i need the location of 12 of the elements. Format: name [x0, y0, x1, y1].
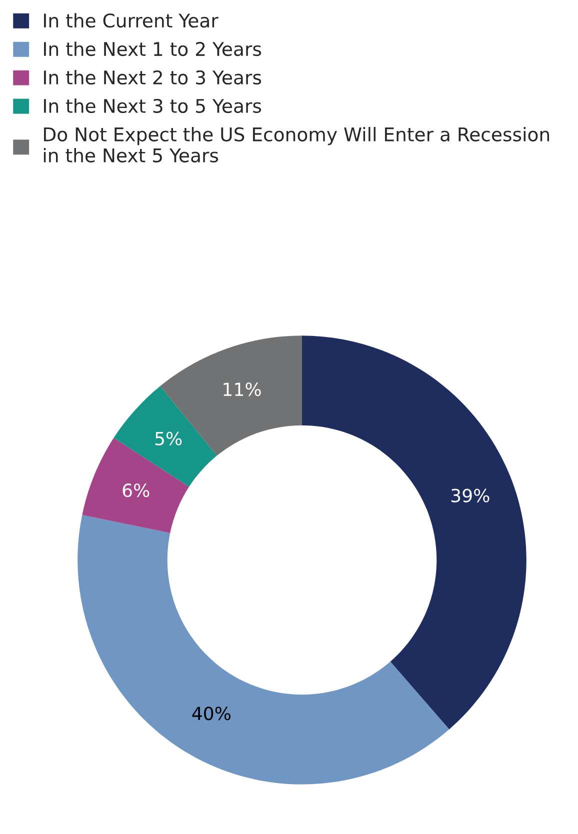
donut-slice — [302, 336, 526, 730]
donut-slice — [78, 514, 450, 784]
legend-label: In the Next 1 to 2 Years — [44, 42, 262, 56]
legend-label: In the Next 3 to 5 Years — [44, 98, 262, 114]
data-label: 6% — [122, 484, 150, 498]
legend-label: In the Next 2 to 3 Years — [44, 70, 262, 85]
data-label: 40% — [192, 706, 231, 720]
legend-label: Do Not Expect the US Economy Will Enter a Recession in the Next 5 Years — [44, 126, 550, 162]
data-label: 5% — [155, 432, 182, 446]
data-label: 39% — [451, 488, 490, 502]
data-label: 11% — [224, 382, 261, 396]
legend-label: In the Current Year — [44, 13, 218, 28]
